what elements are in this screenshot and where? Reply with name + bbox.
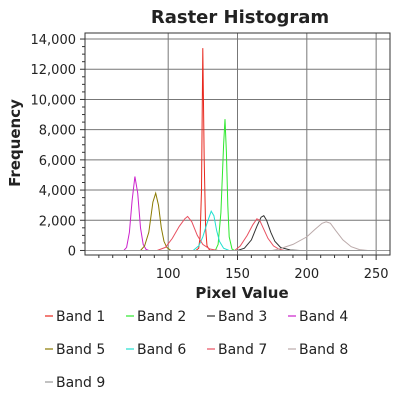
x-tick-label: 150 xyxy=(225,267,250,282)
legend-label: Band 6 xyxy=(137,342,186,358)
legend-label: Band 4 xyxy=(299,309,348,325)
series-line-band-8 xyxy=(85,221,390,251)
legend-label: Band 8 xyxy=(299,342,348,358)
grid xyxy=(85,33,390,255)
series-line-band-2 xyxy=(85,119,390,251)
x-tick-label: 200 xyxy=(294,267,319,282)
legend-label: Band 3 xyxy=(218,309,267,325)
series-lines xyxy=(85,48,390,251)
legend-label: Band 2 xyxy=(137,309,186,325)
y-tick-label: 0 xyxy=(68,244,76,259)
chart-title: Raster Histogram xyxy=(151,7,329,28)
legend-label: Band 9 xyxy=(56,375,105,391)
legend-label: Band 1 xyxy=(56,309,105,325)
y-tick-label: 4,000 xyxy=(39,184,76,199)
series-line-band-4 xyxy=(85,176,390,251)
y-tick-label: 8,000 xyxy=(39,124,76,139)
y-tick-label: 2,000 xyxy=(39,214,76,229)
y-tick-label: 10,000 xyxy=(31,93,77,108)
y-tick-label: 6,000 xyxy=(39,154,76,169)
legend-label: Band 5 xyxy=(56,342,105,358)
axis-ticks: 0 2,000 4,000 6,000 8,000 10,000 12,000 14,000 1… xyxy=(31,33,389,282)
x-tick-label: 100 xyxy=(156,267,181,282)
legend-label: Band 7 xyxy=(218,342,267,358)
y-tick-label: 14,000 xyxy=(31,33,77,48)
series-line-band-6 xyxy=(85,210,390,251)
y-tick-label: 12,000 xyxy=(31,63,77,78)
series-line-band-5 xyxy=(85,191,390,251)
y-axis-title: Frequency xyxy=(6,99,24,187)
series-line-band-3 xyxy=(85,215,390,251)
x-axis-title: Pixel Value xyxy=(195,284,288,302)
x-tick-label: 250 xyxy=(364,267,389,282)
legend: Band 1 Band 2 Band 3 Band 4 Band 5 Band 6 Band… xyxy=(45,309,348,391)
